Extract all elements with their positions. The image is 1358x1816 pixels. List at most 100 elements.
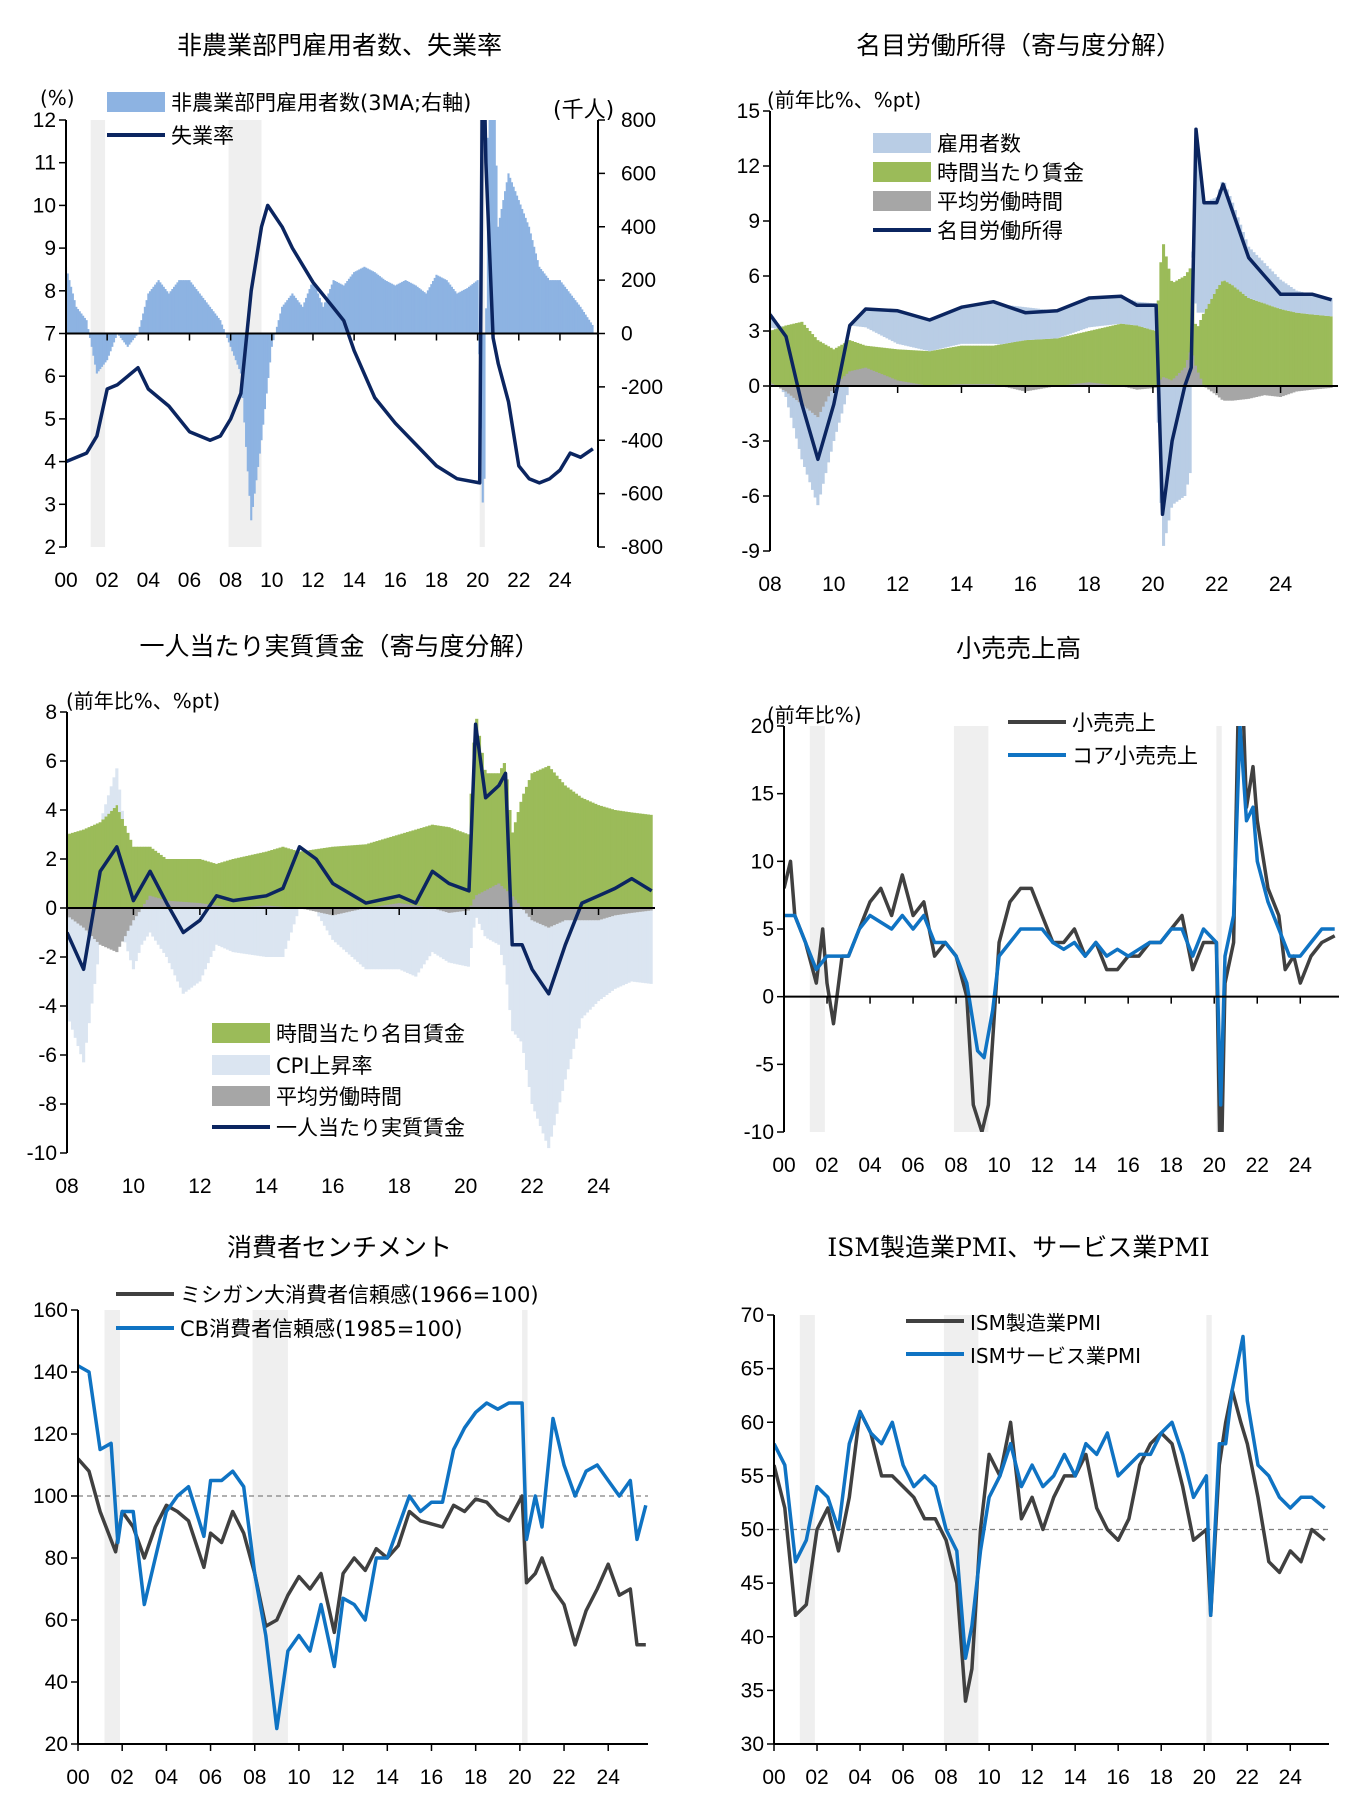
bar bbox=[418, 288, 421, 334]
bar bbox=[557, 280, 560, 334]
bar bbox=[353, 845, 357, 908]
x-tick-label: 10 bbox=[987, 1154, 1010, 1177]
bar bbox=[1273, 386, 1277, 397]
x-tick-label: 18 bbox=[464, 1766, 487, 1789]
bar bbox=[1108, 296, 1112, 325]
bar bbox=[109, 810, 113, 908]
bar bbox=[248, 908, 252, 955]
bar bbox=[234, 908, 238, 953]
bar bbox=[941, 348, 945, 386]
bar bbox=[1249, 298, 1253, 386]
bar bbox=[608, 916, 612, 993]
bar bbox=[1015, 306, 1019, 342]
bar bbox=[93, 939, 97, 984]
legend-label: 非農業部門雇用者数(3MA;右軸) bbox=[171, 91, 472, 115]
bar bbox=[805, 408, 809, 475]
bar bbox=[646, 814, 650, 908]
bar bbox=[928, 351, 932, 386]
bar bbox=[100, 333, 104, 367]
series-line bbox=[770, 127, 1333, 517]
bar bbox=[477, 735, 482, 908]
bar bbox=[385, 281, 388, 334]
legend-item-hours: 平均労働時間 bbox=[212, 1082, 402, 1110]
bar bbox=[1183, 276, 1187, 386]
bar bbox=[277, 320, 280, 334]
bar bbox=[306, 293, 309, 334]
bar bbox=[358, 844, 363, 908]
y-tick-label: -10 bbox=[27, 1142, 57, 1165]
bar bbox=[454, 291, 457, 334]
bar bbox=[638, 813, 642, 908]
bar bbox=[1071, 334, 1075, 386]
y2-tick-label: -800 bbox=[621, 536, 663, 559]
bar bbox=[70, 919, 75, 1030]
bar bbox=[602, 918, 606, 998]
bar bbox=[1100, 383, 1104, 386]
bar bbox=[255, 333, 258, 481]
y-tick-label: 8 bbox=[44, 280, 56, 303]
bar bbox=[1116, 296, 1120, 324]
bar bbox=[126, 908, 130, 931]
bar bbox=[588, 920, 592, 1010]
bar bbox=[877, 309, 881, 335]
bar bbox=[981, 303, 985, 344]
y-tick-label: 12 bbox=[33, 109, 56, 132]
bar bbox=[563, 908, 567, 921]
bar bbox=[837, 386, 841, 423]
bar bbox=[928, 320, 932, 352]
bar bbox=[152, 286, 155, 334]
bar bbox=[1151, 330, 1155, 386]
bar bbox=[215, 315, 218, 334]
x-tick-label: 24 bbox=[587, 1175, 611, 1198]
bar bbox=[901, 381, 905, 386]
bar bbox=[1111, 296, 1115, 325]
bar bbox=[264, 905, 268, 908]
series-line bbox=[774, 1334, 1326, 1660]
bar bbox=[1135, 301, 1139, 326]
bar bbox=[325, 297, 328, 334]
bar bbox=[212, 908, 216, 951]
bar bbox=[641, 908, 645, 912]
bar bbox=[333, 846, 338, 908]
bar bbox=[339, 913, 343, 948]
bar bbox=[635, 908, 639, 913]
bar bbox=[824, 386, 828, 402]
x-tick-label: 04 bbox=[137, 569, 161, 592]
bar bbox=[1005, 305, 1009, 344]
bar bbox=[128, 333, 131, 345]
bar bbox=[989, 345, 993, 386]
bar bbox=[1092, 297, 1096, 327]
x-tick-label: 04 bbox=[155, 1766, 179, 1789]
bar bbox=[203, 903, 208, 908]
axis-unit: (前年比%、%pt) bbox=[767, 88, 922, 112]
bar bbox=[461, 908, 465, 912]
bar bbox=[220, 908, 224, 948]
bar bbox=[1204, 201, 1208, 309]
bar bbox=[1148, 386, 1152, 389]
bar bbox=[1233, 210, 1237, 288]
bar bbox=[829, 391, 833, 452]
bar bbox=[874, 309, 878, 333]
bar bbox=[131, 846, 136, 908]
bar bbox=[494, 908, 498, 944]
bar bbox=[289, 908, 293, 933]
bar bbox=[1087, 331, 1091, 386]
x-tick-label: 22 bbox=[1236, 1766, 1259, 1789]
bar bbox=[140, 846, 144, 908]
bar bbox=[292, 908, 296, 925]
bar bbox=[299, 304, 303, 334]
bar bbox=[1172, 282, 1176, 386]
bar bbox=[256, 908, 260, 956]
legend-swatch bbox=[212, 1023, 270, 1043]
bar bbox=[909, 382, 913, 386]
bar bbox=[558, 280, 562, 334]
bar bbox=[792, 323, 796, 386]
bar bbox=[320, 302, 323, 334]
bar bbox=[405, 832, 410, 908]
bar bbox=[536, 922, 540, 1119]
bar bbox=[627, 812, 631, 908]
bar bbox=[973, 304, 977, 344]
bar bbox=[1260, 302, 1264, 386]
legend-swatch bbox=[873, 133, 931, 153]
bar bbox=[1287, 386, 1291, 395]
